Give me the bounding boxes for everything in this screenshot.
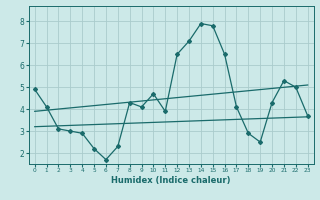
X-axis label: Humidex (Indice chaleur): Humidex (Indice chaleur) bbox=[111, 176, 231, 185]
